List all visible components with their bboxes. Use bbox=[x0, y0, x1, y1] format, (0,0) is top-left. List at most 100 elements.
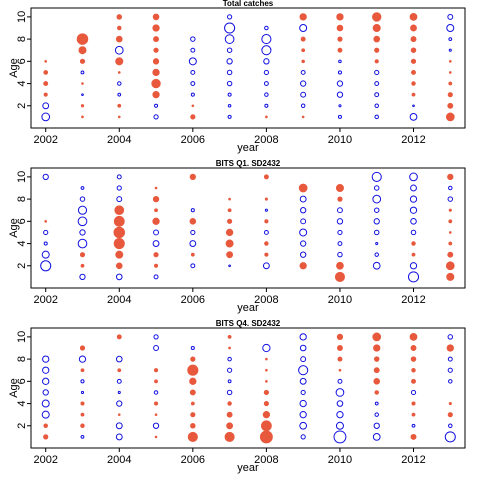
bubble-negative bbox=[116, 196, 123, 203]
bubble-positive bbox=[190, 412, 196, 418]
bubble-negative bbox=[263, 81, 269, 87]
bubble-positive bbox=[372, 12, 382, 22]
bubble-positive bbox=[411, 401, 416, 406]
bubble-negative bbox=[264, 92, 269, 97]
bubble-positive bbox=[411, 81, 416, 86]
bubble-negative bbox=[335, 421, 344, 430]
bubble-positive bbox=[227, 218, 233, 224]
bubble-negative bbox=[373, 229, 380, 236]
bubble-negative bbox=[262, 262, 270, 270]
bubble-positive bbox=[265, 357, 268, 361]
plot-frame bbox=[30, 327, 466, 449]
bubble-positive bbox=[410, 36, 417, 43]
x-tick-label: 2004 bbox=[107, 454, 131, 466]
bubble-positive bbox=[225, 228, 234, 237]
bubble-positive bbox=[372, 24, 381, 32]
bubble-positive bbox=[336, 345, 343, 351]
bubble-negative bbox=[227, 379, 232, 384]
bubble-positive bbox=[113, 238, 125, 250]
bubble-negative bbox=[409, 195, 418, 203]
bubble-negative bbox=[374, 103, 379, 109]
bubble-negative bbox=[224, 22, 236, 34]
bubble-negative bbox=[115, 422, 123, 430]
bubble-positive bbox=[190, 252, 195, 257]
bubble-positive bbox=[80, 412, 85, 417]
y-axis-label: Age bbox=[8, 58, 20, 78]
bubble-positive bbox=[154, 435, 158, 439]
bubble-positive bbox=[411, 378, 416, 384]
bubble-negative bbox=[117, 92, 122, 97]
bubble-negative bbox=[300, 356, 307, 363]
bubble-positive bbox=[154, 413, 158, 417]
bubble-negative bbox=[264, 103, 269, 108]
bubble-negative bbox=[300, 218, 307, 225]
bubble-negative bbox=[153, 345, 160, 351]
bubble-negative bbox=[372, 433, 381, 441]
bubble-negative bbox=[372, 261, 381, 270]
bubble-positive bbox=[447, 102, 454, 109]
bubble-positive bbox=[114, 205, 125, 216]
y-tick-label: 2 bbox=[16, 423, 28, 429]
bubble-positive bbox=[189, 389, 196, 396]
bubble-positive bbox=[409, 13, 418, 21]
bubble-negative bbox=[373, 422, 380, 429]
bubble-negative bbox=[374, 69, 380, 76]
bubble-positive bbox=[154, 186, 158, 190]
bubble-negative bbox=[446, 24, 455, 32]
bubble-positive bbox=[153, 47, 159, 53]
bubble-negative bbox=[299, 411, 307, 419]
bubble-positive bbox=[152, 24, 160, 32]
bubble-positive bbox=[448, 81, 453, 86]
bubble-negative bbox=[77, 205, 88, 215]
bubble-negative bbox=[43, 241, 48, 246]
bubble-positive bbox=[299, 13, 307, 21]
bubble-negative bbox=[190, 81, 196, 87]
bubble-negative bbox=[79, 229, 86, 236]
bubble-negative bbox=[42, 355, 50, 363]
bubble-positive bbox=[373, 35, 381, 43]
bubble-negative bbox=[190, 263, 196, 269]
bubble-positive bbox=[226, 251, 234, 259]
bubble-positive bbox=[116, 14, 123, 20]
bubble-positive bbox=[190, 423, 196, 429]
bubble-positive bbox=[44, 60, 48, 63]
bubble-positive bbox=[447, 92, 453, 98]
bubble-negative bbox=[188, 57, 197, 66]
bubble-positive bbox=[154, 379, 158, 384]
bubble-positive bbox=[338, 368, 342, 372]
bubble-negative bbox=[226, 69, 233, 76]
bubble-negative bbox=[337, 70, 342, 75]
bubble-negative bbox=[409, 172, 418, 182]
bubble-negative bbox=[77, 216, 88, 227]
bubble-negative bbox=[43, 229, 49, 236]
bubble-negative bbox=[447, 356, 453, 362]
bubble-positive bbox=[372, 332, 382, 342]
bubble-positive bbox=[187, 431, 198, 442]
bubble-positive bbox=[301, 48, 306, 53]
bubble-negative bbox=[447, 196, 454, 202]
bubble-positive bbox=[262, 411, 271, 419]
bubble-negative bbox=[300, 251, 307, 258]
bubble-negative bbox=[41, 250, 50, 259]
bubble-negative bbox=[228, 264, 231, 268]
bubble-positive bbox=[79, 58, 86, 64]
bubble-positive bbox=[259, 430, 273, 444]
bubble-negative bbox=[42, 389, 49, 396]
bubble-negative bbox=[300, 389, 306, 396]
bubble-positive bbox=[334, 271, 345, 282]
bubble-positive bbox=[445, 261, 455, 271]
bubble-negative bbox=[410, 218, 417, 225]
bubble-positive bbox=[448, 208, 452, 212]
x-tick-label: 2012 bbox=[401, 294, 425, 306]
bubble-positive bbox=[448, 71, 452, 74]
bubble-negative bbox=[40, 260, 52, 272]
bubble-positive bbox=[336, 261, 344, 270]
bubble-negative bbox=[42, 366, 50, 374]
bubble-positive bbox=[447, 173, 454, 181]
bubble-positive bbox=[153, 36, 160, 43]
bubble-positive bbox=[117, 71, 121, 74]
bubble-positive bbox=[189, 173, 196, 181]
bubble-positive bbox=[189, 218, 197, 225]
bubble-negative bbox=[227, 104, 232, 108]
